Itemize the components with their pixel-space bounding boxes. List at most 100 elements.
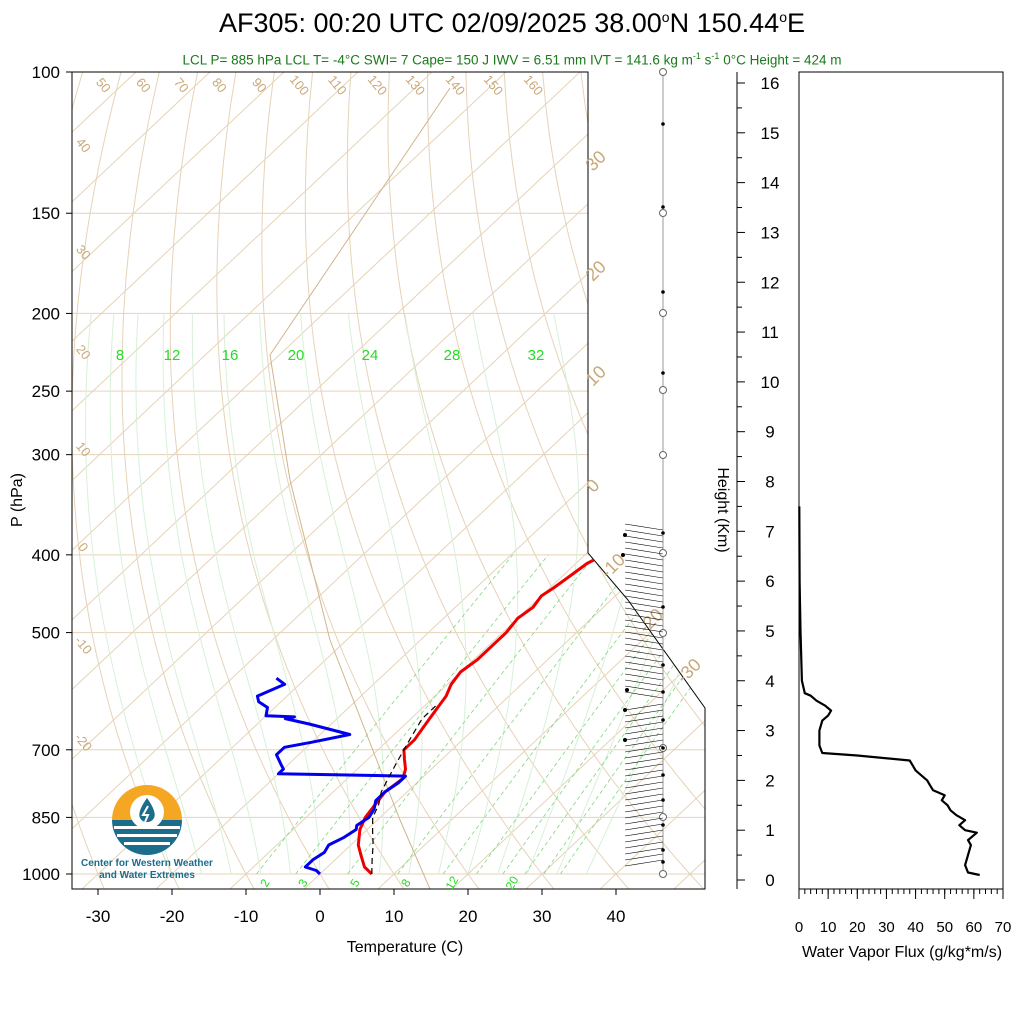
wind-barb	[624, 709, 664, 717]
moist-adiabat	[135, 313, 232, 875]
mixing-ratio-label: 20	[288, 347, 305, 364]
barb-dot	[661, 531, 665, 535]
dry-adiabat	[614, 72, 705, 889]
barb-tip	[625, 688, 629, 692]
mixing-ratio-line	[560, 554, 705, 875]
barb-dot	[661, 205, 665, 209]
xtick-label: 20	[459, 907, 478, 926]
isotherm	[72, 72, 250, 889]
height-tick-label: 4	[765, 672, 774, 691]
moist-adiabat-label: -30	[672, 654, 705, 687]
reference-curve	[269, 87, 451, 889]
isotherm	[72, 72, 705, 889]
ytick-label: 100	[32, 63, 60, 82]
moist-adiabat	[467, 313, 519, 875]
wind-barb	[624, 685, 664, 693]
height-tick-label: 6	[765, 572, 774, 591]
dry-adiabat-label: 30	[73, 242, 94, 263]
wind-barb	[624, 595, 664, 603]
isotherm	[79, 72, 705, 889]
wind-barb	[624, 769, 664, 777]
wind-barb	[624, 589, 664, 597]
barb-tip	[623, 738, 627, 742]
barb-calm-circle	[659, 549, 667, 557]
dry-adiabat	[838, 35, 1024, 891]
barb-dot	[661, 663, 665, 667]
mixing-ratio-line	[347, 554, 596, 875]
wind-barb	[624, 523, 664, 531]
wind-barb	[624, 763, 664, 771]
dry-adiabat	[427, 72, 705, 889]
wind-barb	[624, 727, 664, 735]
wind-barb	[624, 775, 664, 783]
temperature-line	[356, 544, 622, 876]
xtick-label: -30	[86, 907, 111, 926]
wind-barb	[624, 571, 664, 579]
barb-tip	[623, 708, 627, 712]
height-tick-label: 5	[765, 622, 774, 641]
dry-adiabat	[875, 35, 1024, 891]
dry-adiabat	[949, 35, 1024, 891]
wind-barb	[624, 541, 664, 549]
flux-xtick-label: 40	[907, 919, 924, 936]
wind-barb	[624, 535, 664, 543]
height-tick-label: 10	[761, 373, 780, 392]
flux-line	[798, 506, 980, 877]
parcel-line	[371, 704, 438, 875]
mixing-ratio-label: 12	[164, 347, 181, 364]
barb-dot	[661, 718, 665, 722]
flux-xtick-label: 30	[878, 919, 895, 936]
isotherm	[671, 72, 705, 889]
wind-barb	[624, 601, 664, 609]
isotherm	[72, 72, 620, 889]
xtick-label: -20	[160, 907, 185, 926]
height-tick-label: 0	[765, 871, 774, 890]
wind-barb	[624, 667, 664, 675]
xtick-label: 10	[385, 907, 404, 926]
wind-barb	[624, 859, 664, 867]
dry-adiabat-label: 60	[133, 75, 154, 96]
isotherm	[72, 72, 472, 889]
logo-line-1: Center for Western Weather	[81, 858, 213, 869]
mixing-ratio-bottom-label: 2	[257, 876, 273, 889]
isotherm	[72, 72, 324, 889]
barb-dot	[661, 848, 665, 852]
dry-adiabat	[763, 35, 1024, 891]
ytick-label: 850	[32, 808, 60, 827]
moist-adiabat	[109, 313, 203, 875]
wind-barb	[624, 781, 664, 789]
flux-xtick-label: 70	[995, 919, 1012, 936]
mixing-ratio-label: 16	[222, 347, 239, 364]
wind-barb	[624, 703, 664, 711]
height-tick-label: 1	[765, 821, 774, 840]
dry-adiabat-label: 160	[521, 72, 546, 98]
dry-adiabat-label: 20	[73, 342, 94, 363]
wind-barb	[624, 793, 664, 801]
isotherm	[375, 72, 705, 889]
wind-barb	[624, 625, 664, 633]
wind-barb	[624, 607, 664, 615]
height-tick-label: 14	[761, 174, 780, 193]
moist-adiabat	[585, 313, 705, 875]
mixing-ratio-bottom-label: 8	[398, 876, 414, 889]
dry-adiabat-label: 90	[249, 75, 270, 96]
barb-calm-circle	[659, 68, 667, 76]
ytick-label: 1000	[22, 865, 60, 884]
moist-adiabat-label: 10	[582, 362, 610, 390]
mixing-ratio-line	[295, 554, 549, 875]
x-axis-label: Temperature (C)	[347, 939, 463, 956]
isotherm	[301, 72, 705, 889]
moist-adiabat	[259, 313, 351, 875]
moist-adiabat	[223, 313, 321, 875]
dry-adiabat-label: 120	[365, 72, 390, 98]
dry-adiabat-label: 50	[93, 75, 114, 96]
logo-line-2: and Water Extremes	[99, 870, 195, 881]
mixing-ratio-label: 32	[528, 347, 545, 364]
mixing-ratio-bottom-label: 5	[347, 876, 363, 889]
wind-barb	[624, 577, 664, 585]
dry-adiabat-label: -20	[72, 730, 96, 754]
dry-adiabat-label: 140	[443, 72, 468, 98]
flux-axis-label: Water Vapor Flux (g/kg*m/s)	[802, 944, 1002, 961]
wind-barb	[624, 739, 664, 747]
